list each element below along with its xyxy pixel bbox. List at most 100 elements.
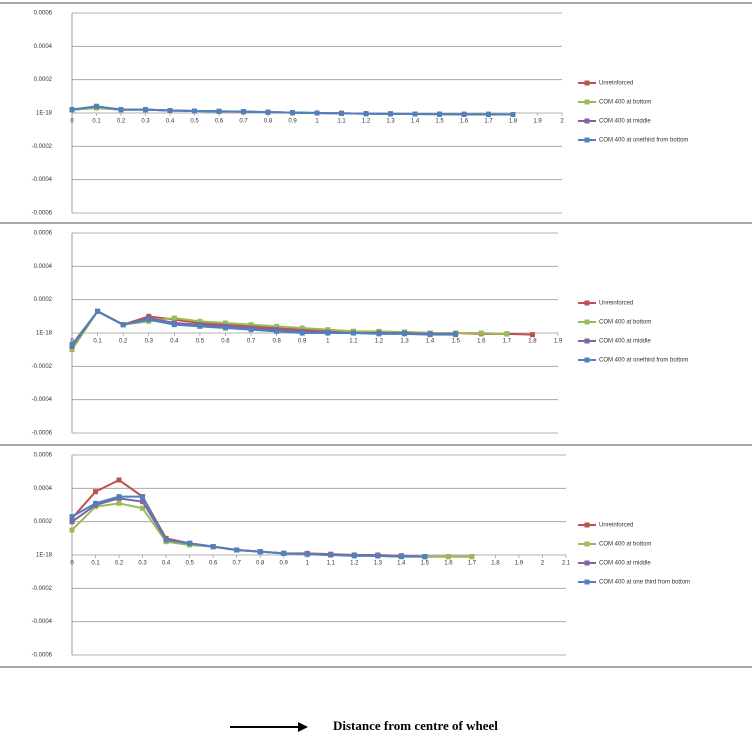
marker [402,331,408,337]
legend-marker [584,300,590,306]
x-tick-label: 1.5 [452,339,461,345]
marker [375,553,381,559]
marker [314,110,320,116]
marker [69,107,75,113]
y-tick-label: 0.0004 [34,264,53,270]
marker [93,500,99,506]
x-tick-label: 1.1 [337,119,346,125]
x-tick-label: 2.1 [562,561,571,567]
y-tick-label: -0.0002 [32,586,53,592]
marker [469,554,475,560]
y-tick-label: 0.0004 [34,44,53,50]
marker [412,111,418,117]
marker [299,330,305,336]
x-tick-label: 0.5 [190,119,199,125]
x-tick-label: 1.4 [397,561,406,567]
x-tick-label: 0.9 [298,339,307,345]
x-tick-label: 1.4 [411,119,420,125]
legend-label: Unreinforced [599,81,633,87]
legend-marker [584,560,590,566]
marker [248,322,254,328]
marker [290,110,295,116]
legend-label: COM 400 at middle [599,119,651,125]
y-tick-label: 1E-18 [36,111,53,117]
marker [163,537,169,543]
marker [118,107,124,113]
x-tick-label: 1.9 [533,119,542,125]
x-tick-label: 1.3 [400,339,409,345]
y-tick-label: 0.0002 [34,77,53,83]
y-tick-label: 0.0006 [34,231,53,237]
marker [339,110,344,116]
series-line [71,495,425,558]
y-tick-label: -0.0002 [32,364,53,370]
marker [299,325,305,331]
series-line [71,310,456,346]
y-tick-label: 0.0006 [34,11,53,17]
marker [325,330,331,336]
x-tick-label: 0.5 [196,339,205,345]
legend-label: COM 400 at bottom [599,100,651,106]
marker [388,111,393,117]
x-tick-label: 0.4 [170,339,179,345]
marker [140,494,146,500]
marker [222,320,228,326]
x-tick-label: 1 [315,119,319,125]
x-tick-label: 2 [541,561,545,567]
legend-label: COM 400 at middle [599,339,651,345]
legend-marker [584,338,590,344]
marker [437,111,442,117]
legend-marker [584,579,590,585]
x-tick-label: 1.3 [374,561,383,567]
marker [116,494,122,500]
x-tick-label: 0.8 [264,119,273,125]
x-tick-label: 1.9 [554,339,563,345]
legend-label: Unreinforced [599,523,633,529]
marker [69,347,75,353]
x-tick-label: 0.6 [209,561,218,567]
x-tick-label: 0.1 [93,339,102,345]
marker [274,328,280,334]
marker [265,109,271,115]
marker [143,107,148,113]
marker [69,527,75,533]
marker [281,550,287,556]
marker [461,111,467,117]
x-tick-label: 1.5 [421,561,430,567]
x-tick-label: 0 [70,119,74,125]
x-tick-label: 0.8 [272,339,281,345]
x-tick-label: 1.6 [460,119,469,125]
x-tick-label: 1.8 [491,561,500,567]
legend-marker [584,357,590,363]
marker [140,499,146,505]
marker [363,111,369,117]
series-line [71,497,425,558]
arrow-head [298,722,308,732]
marker [210,544,216,550]
x-tick-label: 0.9 [280,561,289,567]
x-tick-label: 0.3 [138,561,147,567]
x-tick-label: 0.6 [221,339,230,345]
marker [234,547,240,553]
x-tick-label: 0.1 [91,561,100,567]
marker [398,554,404,560]
legend-marker [584,118,590,124]
x-tick-label: 0.2 [119,339,128,345]
x-tick-label: 0.9 [288,119,297,125]
marker [69,342,75,348]
marker [192,108,197,114]
marker [422,554,428,560]
y-tick-label: 1E-18 [36,331,53,337]
legend-label: COM 400 at onethird from bottom [599,138,688,144]
legend-label: COM 400 at one third from bottom [599,580,690,586]
marker [94,103,99,109]
marker [376,331,382,337]
y-tick-label: 0.0002 [34,297,53,303]
marker [478,330,484,336]
x-tick-label: 1.8 [509,119,518,125]
y-tick-label: -0.0004 [32,397,53,403]
y-tick-label: -0.0004 [32,177,53,183]
x-tick-label: 1.6 [477,339,486,345]
x-tick-label: 1.6 [444,561,453,567]
